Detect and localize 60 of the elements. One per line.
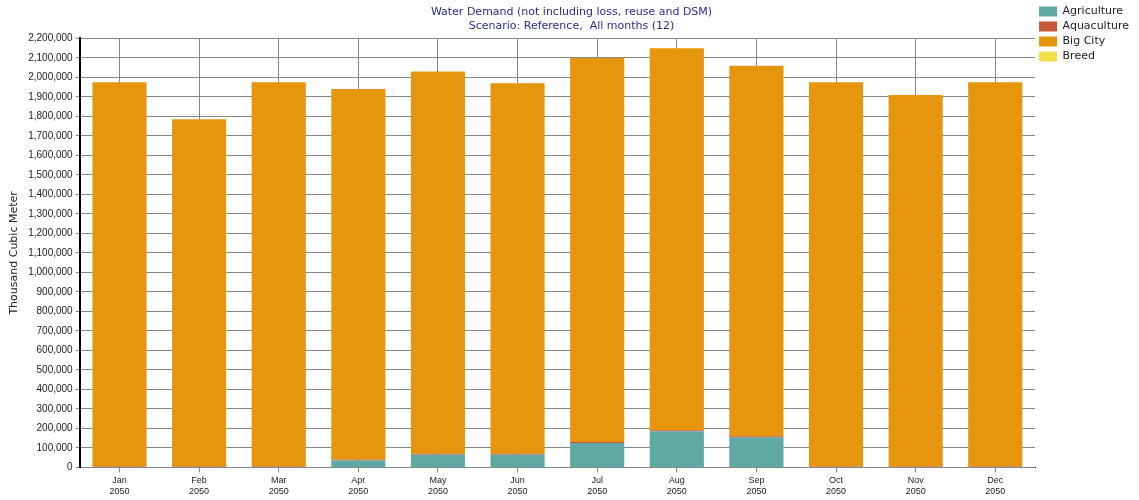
chart-subtitle: Scenario: Reference, All months (12): [468, 18, 675, 32]
y-tick-label: 0: [67, 461, 74, 473]
bar: [729, 437, 784, 467]
bar: [490, 83, 545, 454]
y-tick-label: 300,000: [36, 402, 74, 414]
x-tick-label: Jan 2050: [109, 475, 130, 497]
y-tick-label: 2,000,000: [28, 71, 74, 83]
bar: [331, 460, 386, 467]
y-axis-title: Thousand Cubic Meter: [7, 190, 21, 316]
bar: [729, 65, 784, 437]
x-tick-label: Aug 2050: [666, 475, 687, 497]
y-tick-label: 1,000,000: [28, 266, 74, 278]
bar: [570, 57, 625, 443]
legend-label: Breed: [1062, 49, 1095, 63]
y-tick-label: 100,000: [36, 441, 74, 453]
bar: [649, 431, 704, 467]
bar: [410, 71, 466, 454]
x-tick-label: May 2050: [427, 475, 448, 497]
y-tick-label: 2,200,000: [28, 32, 74, 44]
bar: [570, 443, 625, 467]
y-tick-label: 600,000: [36, 344, 74, 356]
y-tick-label: 1,200,000: [28, 227, 74, 239]
y-tick-label: 1,800,000: [28, 110, 74, 122]
y-tick-label: 500,000: [36, 363, 74, 375]
y-tick-label: 1,400,000: [28, 188, 74, 200]
bar: [968, 82, 1023, 467]
bar: [410, 454, 466, 467]
bar: [331, 89, 386, 460]
bar: [888, 94, 943, 467]
x-tick-label: Jun 2050: [507, 475, 528, 497]
bar: [251, 82, 306, 467]
x-tick-label: Nov 2050: [905, 475, 926, 497]
y-tick-label: 1,300,000: [28, 207, 74, 219]
bar: [808, 82, 864, 467]
y-tick-label: 700,000: [36, 324, 74, 336]
legend-label: Aquaculture: [1062, 19, 1130, 33]
bar: [92, 82, 147, 467]
x-tick-label: Sep 2050: [746, 475, 767, 497]
y-tick-label: 200,000: [36, 422, 74, 434]
bar: [172, 119, 227, 467]
y-tick-label: 1,700,000: [28, 129, 74, 141]
y-tick-label: 1,100,000: [28, 246, 74, 258]
y-tick-label: 1,500,000: [28, 168, 74, 180]
x-tick-label: Jul 2050: [587, 475, 608, 497]
x-tick-label: Mar 2050: [268, 475, 289, 497]
y-tick-label: 2,100,000: [28, 51, 74, 63]
x-tick-label: Apr 2050: [348, 475, 369, 497]
chart-title: Water Demand (not including loss, reuse and DSM): [430, 5, 713, 19]
bar: [490, 454, 545, 467]
y-tick-label: 1,600,000: [28, 149, 74, 161]
y-tick-label: 400,000: [36, 383, 74, 395]
y-tick-label: 1,900,000: [28, 90, 74, 102]
y-tick-label: 900,000: [36, 285, 74, 297]
x-tick-label: Dec 2050: [985, 475, 1006, 497]
bar: [649, 48, 704, 431]
legend-label: Big City: [1062, 34, 1106, 48]
x-tick-label: Oct 2050: [826, 475, 847, 497]
y-tick-label: 800,000: [36, 305, 74, 317]
x-tick-label: Feb 2050: [189, 475, 210, 497]
legend-label: Agriculture: [1062, 4, 1124, 18]
